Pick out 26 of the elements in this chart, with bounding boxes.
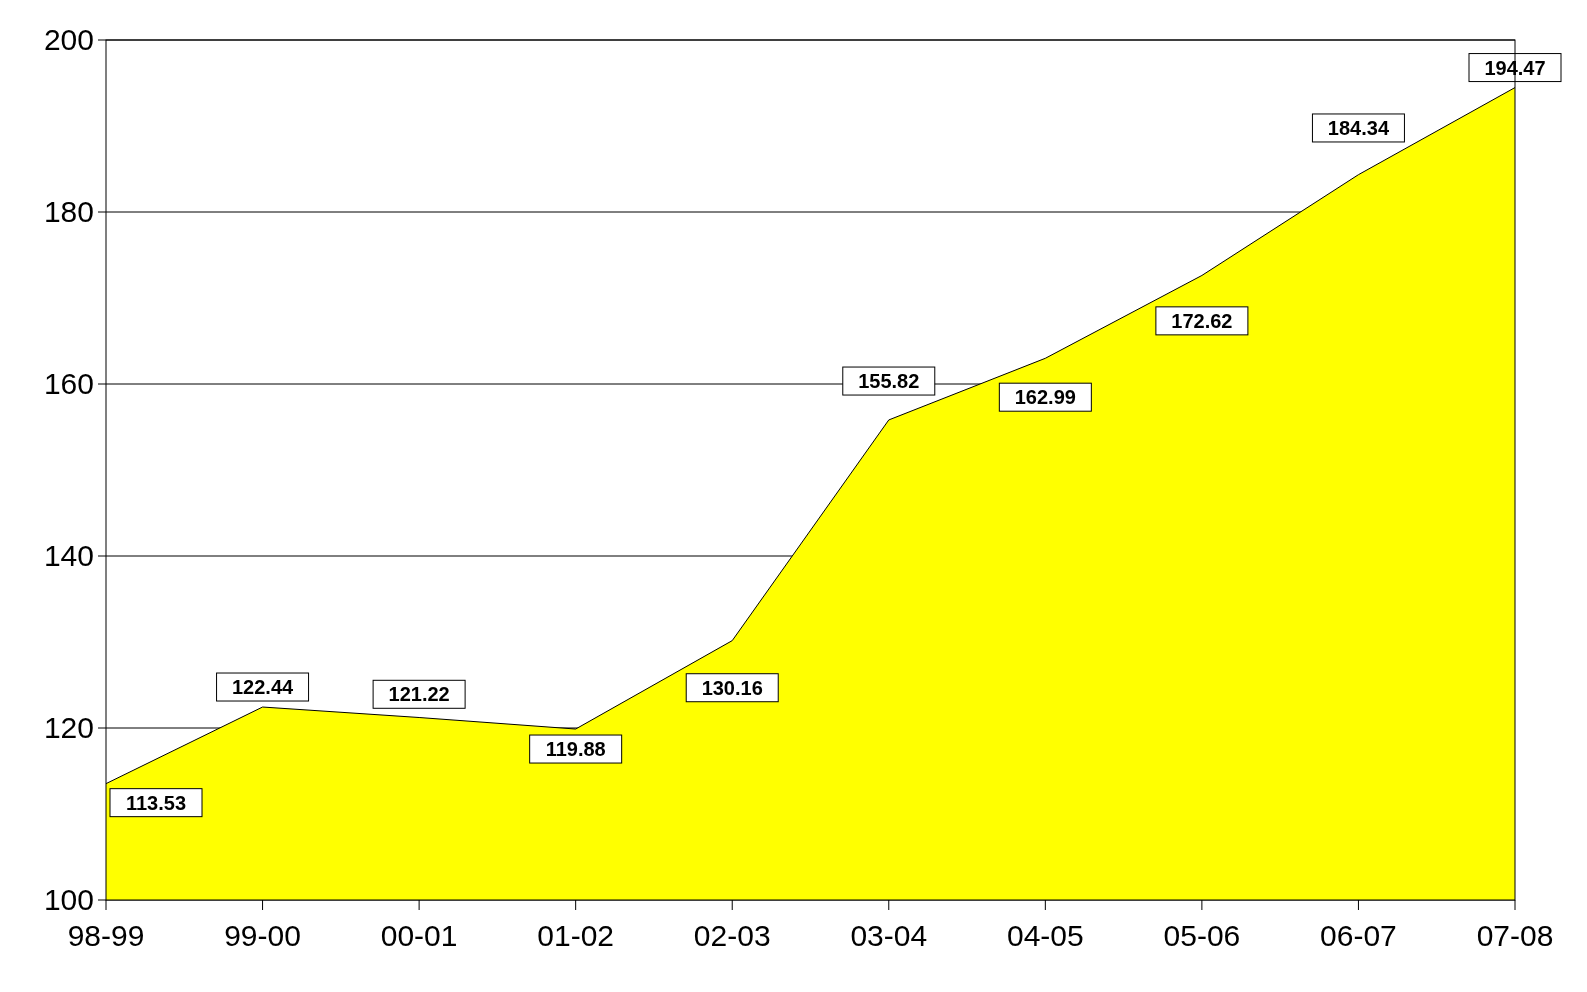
x-tick-label: 06-07 (1320, 919, 1397, 952)
data-label: 130.16 (701, 676, 763, 699)
y-tick-label: 100 (43, 883, 94, 916)
x-tick-label: 99-00 (224, 919, 301, 952)
x-tick-label: 98-99 (67, 919, 145, 952)
y-tick-label: 120 (43, 711, 94, 744)
data-label: 155.82 (858, 370, 920, 393)
data-label: 119.88 (545, 738, 606, 761)
y-tick-label: 160 (43, 367, 94, 400)
y-tick-label: 140 (43, 539, 94, 572)
data-label: 121.22 (388, 683, 450, 706)
data-label: 194.47 (1484, 56, 1546, 79)
data-label: 172.62 (1171, 309, 1233, 332)
y-tick-label: 180 (43, 195, 94, 228)
x-tick-label: 05-06 (1163, 919, 1241, 952)
x-tick-label: 00-01 (380, 919, 458, 952)
data-label: 162.99 (1014, 386, 1076, 409)
y-tick-label: 200 (43, 23, 94, 56)
x-tick-label: 01-02 (537, 919, 615, 952)
x-tick-label: 07-08 (1476, 919, 1554, 952)
data-label: 184.34 (1327, 116, 1390, 139)
x-tick-label: 04-05 (1006, 919, 1084, 952)
x-tick-label: 03-04 (850, 919, 928, 952)
data-label: 113.53 (125, 791, 187, 814)
data-label: 122.44 (231, 676, 295, 699)
x-tick-label: 02-03 (693, 919, 771, 952)
